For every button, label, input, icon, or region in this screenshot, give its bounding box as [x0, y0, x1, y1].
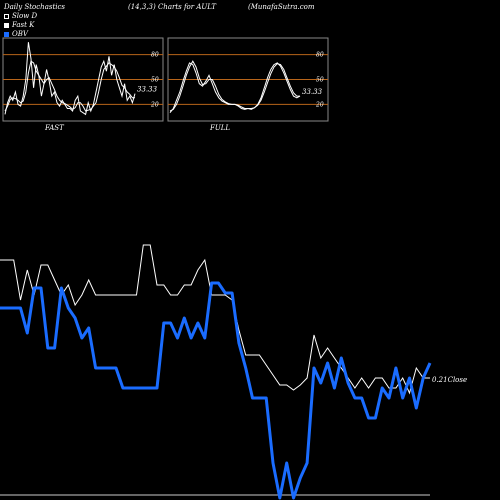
close-value-label: 0.21Close	[432, 376, 467, 384]
obv-price-panel: 0.21Close	[0, 244, 467, 500]
fast-panel: 80 50 20 33.33 FAST	[2, 37, 164, 132]
legend-swatch-fast-k	[4, 23, 9, 28]
fast-last-value-label: 33.33	[137, 86, 158, 94]
full-level-20-label: 20	[315, 101, 324, 108]
legend-label-obv: OBV	[12, 30, 28, 38]
full-panel: 80 50 20 33.33 FULL	[167, 37, 329, 132]
price-line	[0, 244, 430, 395]
full-k-line	[169, 62, 301, 114]
full-level-50-label: 50	[316, 77, 324, 84]
full-level-80-label: 80	[316, 52, 324, 59]
fast-level-80-label: 80	[151, 52, 159, 59]
obv-line	[0, 281, 432, 500]
legend-label-slow-d: Slow D	[12, 12, 38, 20]
chart-header-center: (14,3,3) Charts for AULT	[128, 3, 217, 11]
legend-item-slow-d: Slow D	[4, 12, 37, 21]
legend: Slow D Fast K OBV	[4, 12, 37, 39]
legend-item-obv: OBV	[4, 30, 37, 39]
chart-header-left: Daily Stochastics	[4, 3, 66, 11]
legend-item-fast-k: Fast K	[4, 21, 37, 30]
fast-d-line	[4, 60, 135, 112]
fast-panel-label: FAST	[44, 124, 65, 132]
legend-swatch-obv	[4, 32, 9, 37]
full-last-value-label: 33.33	[302, 88, 323, 96]
fast-k-line	[4, 42, 136, 116]
legend-label-fast-k: Fast K	[12, 21, 35, 29]
legend-swatch-slow-d	[4, 14, 9, 19]
chart-header-right: (MunafaSutra.com	[248, 3, 315, 11]
full-panel-label: FULL	[209, 124, 230, 132]
fast-level-50-label: 50	[151, 77, 159, 84]
fast-level-20-label: 20	[150, 101, 159, 108]
full-d-line	[169, 60, 300, 112]
